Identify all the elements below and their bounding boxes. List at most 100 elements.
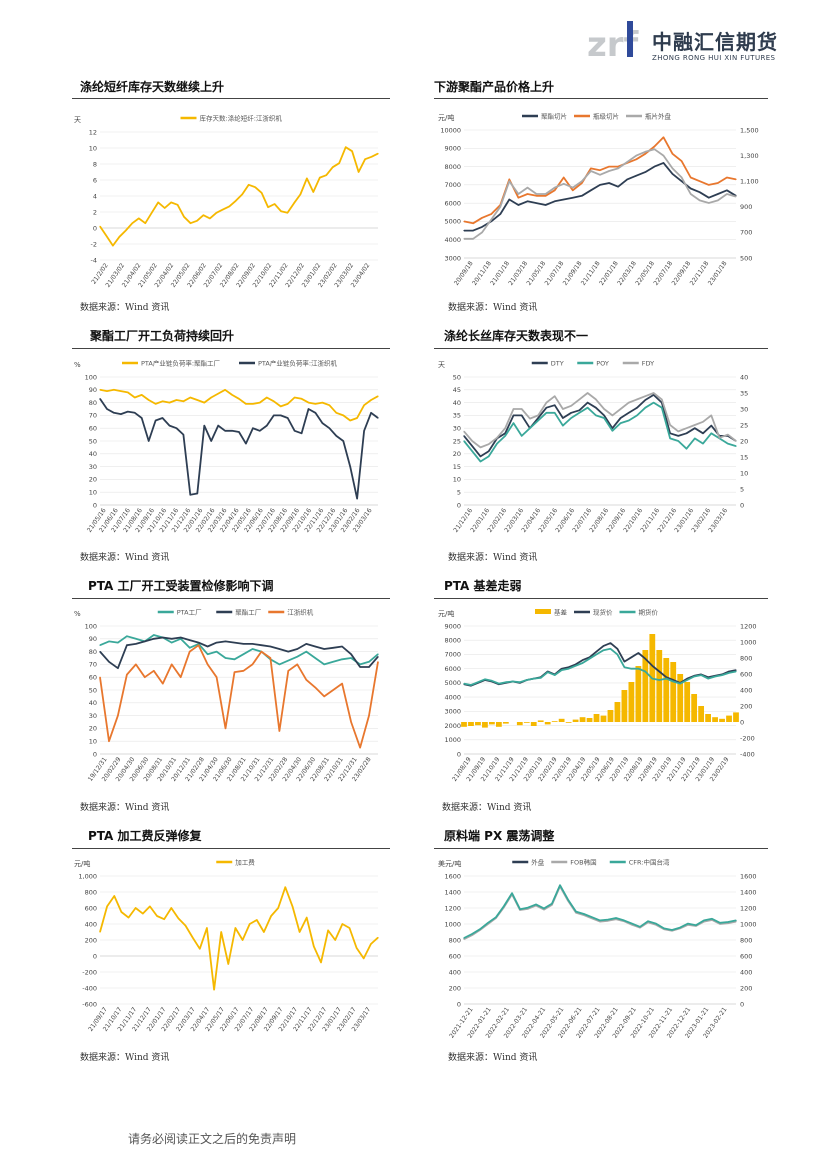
data-point: [259, 402, 261, 404]
y2-tick-label: 1200: [740, 904, 757, 912]
data-point: [368, 661, 370, 663]
y-tick-label: -600: [82, 1000, 97, 1008]
data-point: [504, 432, 506, 434]
data-point: [273, 203, 276, 205]
data-point: [702, 432, 704, 434]
data-point: [679, 927, 681, 929]
y-tick-label: 800: [85, 888, 97, 896]
data-point: [717, 199, 719, 201]
legend-item: DTY: [531, 360, 564, 368]
data-point: [359, 666, 361, 668]
y-tick-label: 1,000: [78, 872, 97, 880]
chart-c5: % PTA工厂 聚酯工厂 江浙织机100908070605040302010019/1…: [74, 608, 379, 783]
bar: [495, 722, 502, 727]
y-tick-label: 0: [93, 501, 97, 509]
chart-c1: 天库存天数:涤纶短纤:江浙织机121086420-2-421/2/0221/03…: [74, 114, 379, 289]
data-point: [155, 419, 157, 422]
data-point: [321, 422, 323, 424]
data-point: [162, 683, 164, 685]
data-point: [562, 425, 564, 427]
data-point: [540, 677, 542, 679]
data-point: [164, 207, 166, 209]
data-point: [559, 884, 561, 886]
bar: [698, 706, 705, 722]
data-point: [127, 410, 129, 413]
data-point: [278, 730, 280, 732]
data-point: [126, 674, 128, 676]
data-point: [669, 424, 671, 426]
data-point: [314, 686, 316, 689]
series-line: [463, 884, 737, 940]
legend-label: 期货价: [639, 608, 659, 617]
data-point: [665, 678, 667, 680]
data-point: [370, 399, 372, 401]
y2-tick-label: 200: [740, 702, 752, 710]
data-point: [602, 649, 605, 651]
series-line: [464, 148, 737, 240]
data-point: [590, 170, 592, 172]
data-point: [251, 663, 254, 665]
y2-tick-label: 600: [740, 670, 752, 678]
data-point: [332, 689, 334, 691]
data-point: [630, 656, 632, 658]
data-point: [215, 212, 217, 214]
data-point: [653, 148, 655, 150]
data-point: [651, 678, 653, 680]
data-point: [198, 644, 200, 646]
y-tick-label: 80: [89, 399, 97, 407]
chart-title: 涤纶短纤库存天数继续上升: [80, 80, 225, 94]
data-point: [291, 905, 294, 907]
data-point: [635, 158, 637, 160]
data-point: [545, 204, 547, 206]
data-point: [719, 923, 721, 925]
legend: DTY POY FDY: [531, 360, 654, 368]
data-point: [241, 939, 244, 941]
title-divider: [72, 848, 390, 849]
data-point: [699, 199, 701, 201]
data-point: [479, 455, 482, 457]
data-point: [694, 427, 696, 429]
data-point: [171, 638, 173, 640]
y-tick-label: 20: [89, 725, 97, 733]
data-point: [350, 721, 352, 723]
data-point: [314, 645, 316, 648]
data-point: [554, 674, 556, 676]
data-point: [313, 945, 315, 947]
data-point: [652, 392, 655, 394]
data-point: [305, 651, 307, 653]
y2-tick-label: 800: [740, 654, 752, 662]
chart-title: 原料端 PX 震荡调整: [444, 829, 555, 843]
data-point: [294, 430, 296, 432]
data-point: [479, 460, 482, 463]
series-line: [463, 136, 737, 225]
series-line: [99, 398, 379, 500]
data-point: [661, 407, 663, 409]
data-point: [644, 407, 646, 409]
data-point: [296, 656, 298, 658]
legend-label: PTA产业链负荷率:江浙织机: [258, 359, 338, 368]
data-point: [499, 206, 501, 208]
data-point: [126, 644, 128, 646]
data-point: [545, 195, 547, 197]
series-points: [99, 146, 379, 247]
y2-tick-label: 1400: [740, 888, 757, 896]
y-tick-label: 30: [89, 712, 97, 720]
data-point: [481, 231, 483, 233]
data-point: [168, 425, 171, 427]
data-point: [631, 923, 633, 925]
y-tick-label: 200: [449, 984, 461, 992]
data-point: [635, 155, 637, 157]
data-point: [526, 679, 528, 681]
data-point: [183, 216, 185, 218]
data-point: [196, 492, 198, 495]
data-point: [644, 153, 646, 155]
series-line: [99, 886, 379, 991]
data-point: [112, 245, 114, 247]
data-point: [161, 400, 164, 402]
series-line: [99, 636, 379, 670]
data-point: [241, 193, 243, 195]
data-point: [672, 679, 674, 681]
data-point: [280, 405, 282, 408]
data-point: [359, 747, 361, 749]
y2-tick-label: 0: [740, 718, 744, 726]
